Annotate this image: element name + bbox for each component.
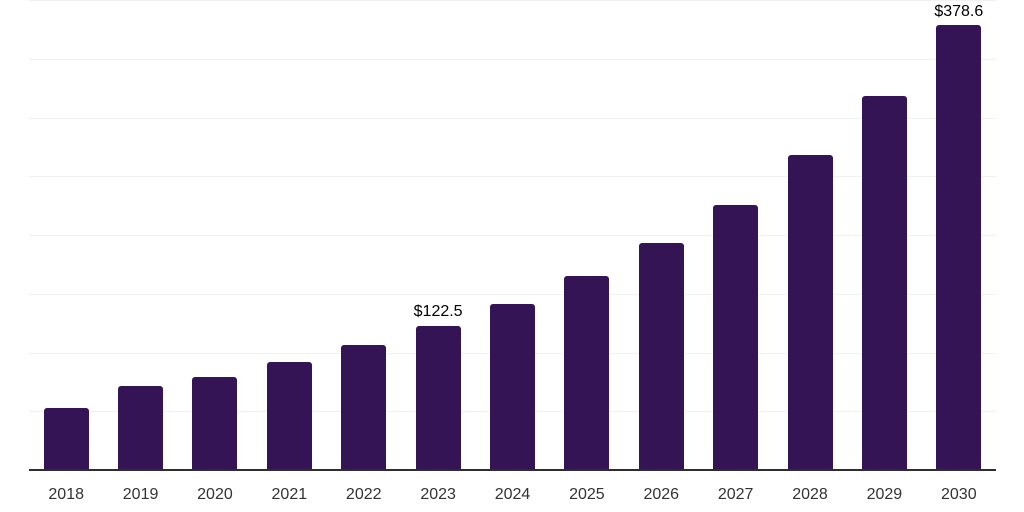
bar-2021 bbox=[266, 361, 312, 470]
x-tick-2023: 2023 bbox=[420, 486, 456, 503]
bar-2018 bbox=[43, 407, 89, 470]
gridline-400 bbox=[29, 0, 996, 1]
x-tick-2024: 2024 bbox=[494, 486, 531, 503]
gridline-150 bbox=[29, 293, 996, 295]
x-tick-2020: 2020 bbox=[197, 486, 233, 503]
bar-2025 bbox=[564, 275, 610, 470]
x-tick-2029: 2029 bbox=[866, 486, 903, 503]
x-tick-2018: 2018 bbox=[48, 486, 84, 503]
gridline-350 bbox=[29, 58, 996, 60]
plot-area: $122.5 $378.6 bbox=[29, 0, 996, 471]
x-tick-2030: 2030 bbox=[941, 486, 977, 503]
x-axis-line bbox=[29, 469, 996, 471]
bar-2023 bbox=[415, 326, 461, 470]
bar-2024 bbox=[490, 303, 535, 470]
value-label-2030: $378.6 bbox=[934, 2, 984, 20]
x-tick-2019: 2019 bbox=[122, 486, 159, 503]
x-tick-2026: 2026 bbox=[643, 486, 680, 503]
x-tick-2021: 2021 bbox=[271, 486, 308, 503]
x-tick-2027: 2027 bbox=[717, 486, 754, 503]
value-label-2023: $122.5 bbox=[413, 303, 463, 321]
bar-2020 bbox=[192, 376, 238, 470]
gridline-300 bbox=[29, 117, 996, 119]
bar-2029 bbox=[861, 96, 907, 470]
bar-2027 bbox=[713, 204, 759, 470]
x-tick-2025: 2025 bbox=[569, 486, 605, 503]
x-tick-2022: 2022 bbox=[345, 486, 382, 503]
gridline-200 bbox=[29, 235, 996, 236]
bar-2030 bbox=[936, 25, 982, 470]
x-tick-2028: 2028 bbox=[792, 486, 828, 503]
bar-2022 bbox=[341, 344, 387, 470]
gridline-250 bbox=[29, 176, 996, 178]
bar-2019 bbox=[118, 386, 164, 470]
bar-2028 bbox=[787, 155, 833, 470]
bar-2026 bbox=[638, 242, 684, 470]
